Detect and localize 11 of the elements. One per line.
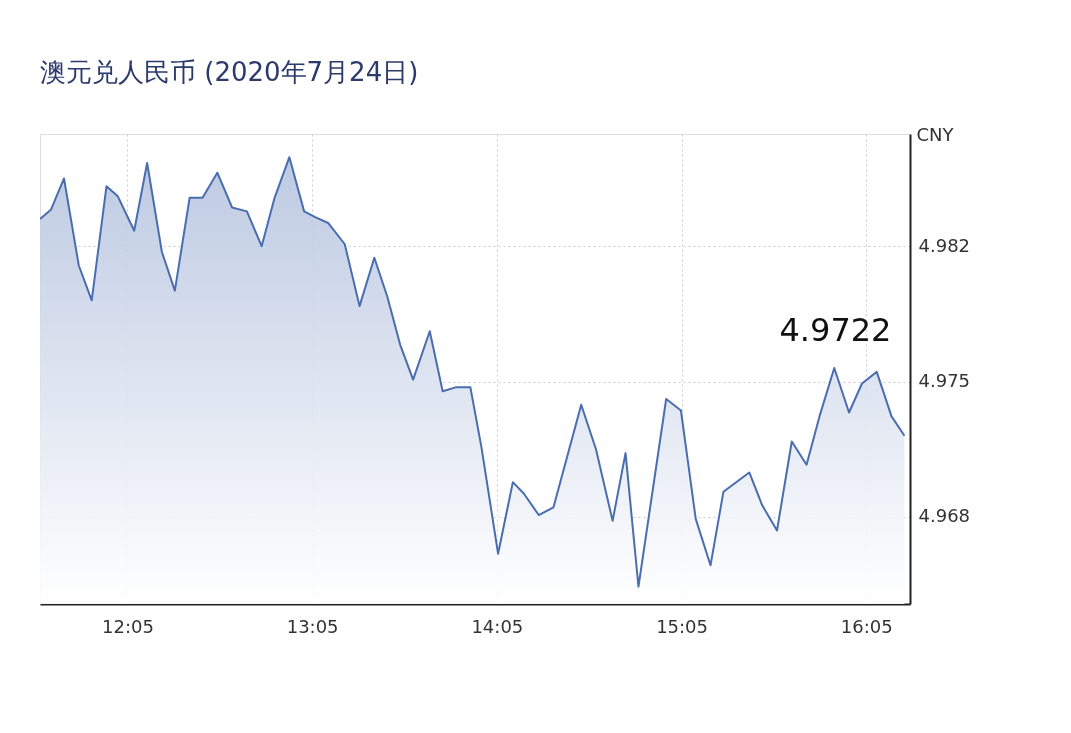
- x-tick-label: 13:05: [286, 615, 339, 637]
- y-axis-title: CNY: [916, 123, 955, 145]
- chart-title: 澳元兑人民币 (2020年7月24日): [40, 57, 419, 87]
- annotation: 4.9722: [779, 310, 892, 349]
- y-tick-label: 4.975: [918, 370, 971, 392]
- x-tick-label: 12:05: [101, 615, 154, 637]
- y-tick-label: 4.982: [918, 234, 971, 256]
- x-tick-label: 16:05: [840, 615, 893, 637]
- x-tick-label: 14:05: [471, 615, 524, 637]
- y-tick-label: 4.968: [918, 505, 971, 527]
- x-tick-label: 15:05: [656, 615, 708, 637]
